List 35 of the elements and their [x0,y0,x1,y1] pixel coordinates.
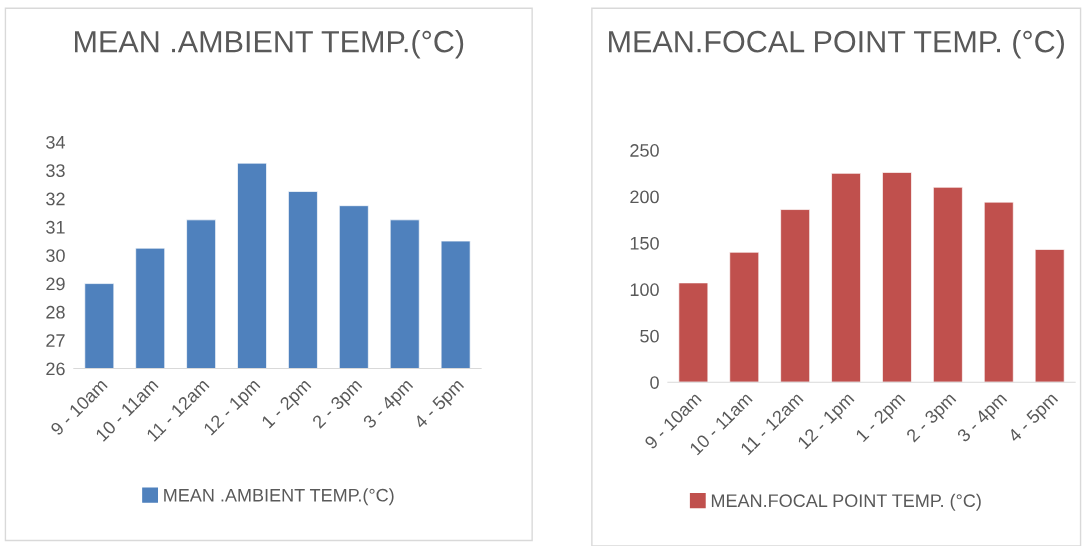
bar [831,173,861,383]
bar [933,186,963,383]
bar [678,282,709,383]
y-tick-label: 33 [46,164,65,177]
x-tick-label: 4 - 5pm [413,378,467,432]
y-tick-label: 250 [630,144,659,157]
y-tick-label: 27 [46,334,65,347]
y-tick-label: 31 [46,220,65,234]
y-tick-label: 50 [640,329,659,343]
bar [729,251,760,383]
y-tick-label: 28 [46,305,65,319]
bar [780,209,811,383]
y-tick-label: 34 [46,135,65,149]
x-tick-label: 2 - 3pm [905,393,957,443]
y-tick-label: 150 [630,236,659,250]
x-tick-label: 4 - 5pm [1007,391,1061,446]
x-tick-label: 3 - 4pm [362,378,416,432]
bar [882,172,912,383]
y-tick-label: 29 [46,277,65,291]
legend-label: MEAN .AMBIENT TEMP.(°C) [164,488,394,506]
x-tick-label: 1 - 2pm [261,380,312,429]
y-tick-label: 200 [630,190,659,204]
y-tick-label: 30 [46,249,65,262]
x-tick-label: 3 - 4pm [956,391,1010,446]
legend-label: MEAN.FOCAL POINT TEMP. (°C) [711,493,981,511]
chart-title: MEAN.FOCAL POINT TEMP. (°C) [609,30,1064,59]
y-tick-label: 32 [46,192,65,206]
y-tick-label: 26 [46,362,65,376]
y-tick-label: 100 [630,283,659,297]
bar [1034,249,1065,383]
chart-title: MEAN .AMBIENT TEMP.(°C) [75,30,464,59]
x-tick-label: 2 - 3pm [311,380,363,429]
x-tick-label: 1 - 2pm [855,393,906,443]
y-tick-label: 0 [650,376,659,389]
bar [983,201,1014,383]
